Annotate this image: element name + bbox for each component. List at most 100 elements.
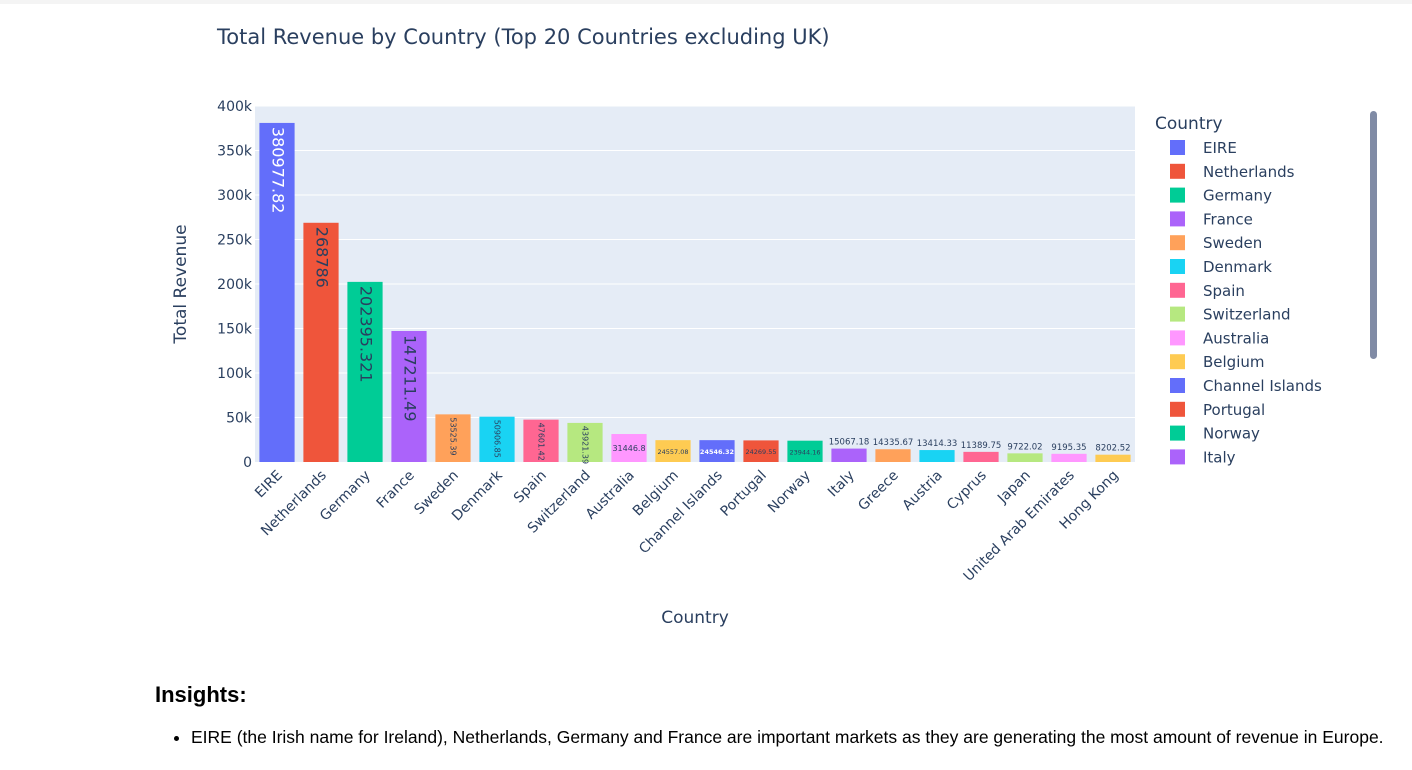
top-bar xyxy=(0,0,1412,4)
y-tick-label: 100k xyxy=(217,366,253,382)
legend-item[interactable]: Sweden xyxy=(1170,234,1262,252)
x-tick-label: Norway xyxy=(765,468,814,517)
bar[interactable] xyxy=(347,281,383,462)
x-tick-label: Spain xyxy=(511,468,550,507)
bar[interactable] xyxy=(259,122,295,462)
data-label: 9722.02 xyxy=(1007,442,1042,452)
legend-label: EIRE xyxy=(1203,139,1237,157)
bar[interactable] xyxy=(611,434,647,462)
bar[interactable] xyxy=(523,419,559,462)
data-label: 380977.82 xyxy=(269,127,288,214)
x-tick-label: Portugal xyxy=(718,468,770,520)
data-label: 43921.39 xyxy=(581,426,590,464)
legend-swatch xyxy=(1170,140,1185,155)
bar[interactable] xyxy=(1007,453,1043,462)
data-label: 47601.42 xyxy=(537,423,546,461)
legend-item[interactable]: Channel Islands xyxy=(1170,377,1322,395)
data-label: 9195.35 xyxy=(1051,443,1086,453)
bar[interactable] xyxy=(875,449,911,462)
legend-swatch xyxy=(1170,211,1185,227)
legend-swatch xyxy=(1170,282,1185,298)
data-label: 24269.55 xyxy=(745,448,776,456)
bar[interactable] xyxy=(963,451,999,462)
legend-item[interactable]: Germany xyxy=(1170,187,1272,205)
legend-item[interactable]: Italy xyxy=(1170,448,1236,466)
bar[interactable] xyxy=(567,422,603,462)
y-tick-label: 50k xyxy=(226,411,253,427)
y-axis-ticks: 0 50k 100k 150k 200k 250k 300k 350k 400k xyxy=(217,99,253,471)
y-axis-label: Total Revenue xyxy=(171,224,191,344)
data-label: 14335.67 xyxy=(873,438,914,448)
legend-swatch xyxy=(1170,259,1185,274)
legend-label: France xyxy=(1203,210,1253,228)
x-tick-label: Channel Islands xyxy=(636,468,726,558)
x-axis-label: Country xyxy=(661,608,729,628)
bar[interactable] xyxy=(1051,453,1087,462)
x-tick-label: Greece xyxy=(855,468,902,515)
bar[interactable] xyxy=(743,440,779,462)
legend-title: Country xyxy=(1155,114,1223,134)
legend-label: Spain xyxy=(1203,282,1245,300)
legend-label: Netherlands xyxy=(1203,163,1295,181)
legend-swatch xyxy=(1170,354,1185,370)
bar[interactable] xyxy=(391,330,427,462)
data-label: 11389.75 xyxy=(961,441,1002,451)
bar[interactable] xyxy=(435,414,471,462)
legend-swatch xyxy=(1170,330,1185,346)
legend-item[interactable]: Netherlands xyxy=(1170,163,1295,181)
data-label: 268786 xyxy=(313,227,332,288)
y-tick-label: 200k xyxy=(217,277,253,293)
data-label: 31446.8 xyxy=(612,444,645,453)
legend-item[interactable]: France xyxy=(1170,210,1253,228)
y-tick-label: 400k xyxy=(217,99,253,115)
legend-swatch xyxy=(1170,449,1185,465)
legend-item[interactable]: Australia xyxy=(1170,329,1269,347)
insights-list: EIRE (the Irish name for Ireland), Nethe… xyxy=(155,724,1412,750)
legend-item[interactable]: Portugal xyxy=(1170,401,1265,419)
legend-swatch xyxy=(1170,378,1185,393)
bars: 380977.82 268786 202395.321 147211.49 53525.… xyxy=(259,122,1131,464)
legend-label: Norway xyxy=(1203,425,1260,443)
x-tick-label: Japan xyxy=(994,468,1034,508)
data-label: 8202.52 xyxy=(1095,444,1130,454)
data-label: 13414.33 xyxy=(917,439,958,449)
legend[interactable]: Country EIRE Netherlands Germany France Swed… xyxy=(1155,114,1322,466)
legend-item[interactable]: Norway xyxy=(1170,425,1260,443)
legend-item[interactable]: Switzerland xyxy=(1170,306,1291,324)
x-tick-label: Cyprus xyxy=(944,468,990,514)
insights-heading: Insights: xyxy=(155,682,247,707)
y-tick-label: 350k xyxy=(217,144,253,160)
legend-item[interactable]: Spain xyxy=(1170,282,1245,300)
data-label: 147211.49 xyxy=(401,335,420,422)
data-label: 50906.85 xyxy=(493,420,502,458)
y-tick-label: 250k xyxy=(217,233,253,249)
bar[interactable] xyxy=(1095,454,1131,462)
legend-swatch xyxy=(1170,235,1185,251)
bar[interactable] xyxy=(787,440,823,462)
insight-item: EIRE (the Irish name for Ireland), Nethe… xyxy=(191,724,1412,750)
legend-item[interactable]: Denmark xyxy=(1170,258,1272,276)
legend-item[interactable]: Belgium xyxy=(1170,353,1265,371)
legend-label: Germany xyxy=(1203,187,1272,205)
bar[interactable] xyxy=(655,440,691,462)
legend-label: Denmark xyxy=(1203,258,1272,276)
legend-label: Belgium xyxy=(1203,353,1265,371)
legend-item[interactable]: EIRE xyxy=(1170,139,1237,157)
legend-label: Italy xyxy=(1203,448,1236,466)
legend-swatch xyxy=(1170,425,1185,441)
data-label: 53525.39 xyxy=(449,417,458,455)
legend-scrollbar[interactable] xyxy=(1370,111,1377,359)
bar[interactable] xyxy=(479,416,515,462)
bar[interactable] xyxy=(699,440,735,462)
legend-label: Portugal xyxy=(1203,401,1265,419)
chart-title: Total Revenue by Country (Top 20 Countri… xyxy=(216,25,830,49)
y-tick-label: 0 xyxy=(243,455,252,471)
x-tick-label: EIRE xyxy=(252,468,286,502)
bar[interactable] xyxy=(919,450,955,462)
legend-swatch xyxy=(1170,401,1185,417)
bar[interactable] xyxy=(831,448,867,462)
legend-label: Sweden xyxy=(1203,234,1262,252)
legend-label: Channel Islands xyxy=(1203,377,1322,395)
bar[interactable] xyxy=(303,222,339,462)
